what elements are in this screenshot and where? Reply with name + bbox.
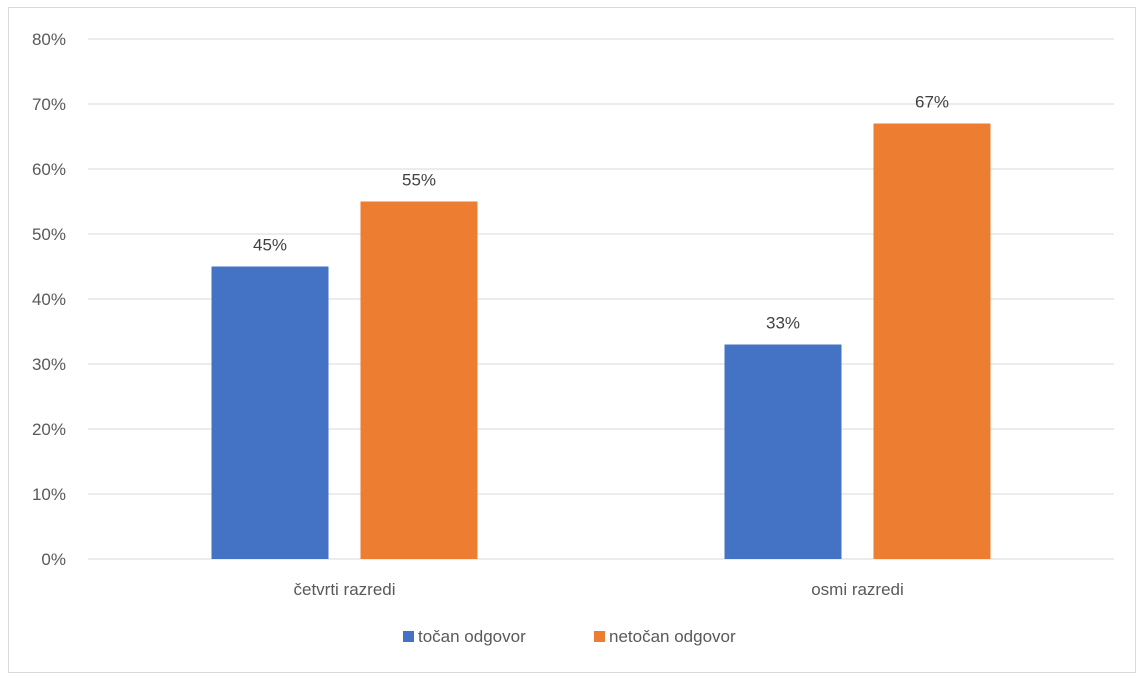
legend-label-1: netočan odgovor — [609, 627, 736, 646]
category-label: četvrti razredi — [293, 580, 395, 599]
data-label: 33% — [766, 314, 800, 333]
x-axis-category-labels: četvrti razredi osmi razredi — [293, 580, 903, 599]
bar-tocan-1 — [724, 344, 842, 559]
y-tick-label: 50% — [32, 225, 66, 244]
y-tick-label: 80% — [32, 30, 66, 49]
legend-label-0: točan odgovor — [418, 627, 526, 646]
y-tick-label: 20% — [32, 420, 66, 439]
y-tick-label: 70% — [32, 95, 66, 114]
data-label: 67% — [915, 93, 949, 112]
y-tick-label: 40% — [32, 290, 66, 309]
data-label: 45% — [253, 236, 287, 255]
legend-swatch-0 — [403, 631, 414, 642]
y-tick-label: 0% — [41, 550, 66, 569]
legend: točan odgovor netočan odgovor — [403, 627, 736, 646]
y-tick-label: 60% — [32, 160, 66, 179]
category-label: osmi razredi — [811, 580, 904, 599]
bar-netocan-1 — [873, 123, 991, 559]
bars — [211, 123, 991, 559]
data-label: 55% — [402, 171, 436, 190]
y-axis-tick-labels: 0% 10% 20% 30% 40% 50% 60% 70% 80% — [32, 30, 66, 569]
data-labels: 45% 55% 33% 67% — [253, 93, 949, 333]
y-tick-label: 10% — [32, 485, 66, 504]
legend-swatch-1 — [594, 631, 605, 642]
y-tick-label: 30% — [32, 355, 66, 374]
bar-tocan-0 — [211, 266, 329, 559]
bar-netocan-0 — [360, 201, 478, 559]
